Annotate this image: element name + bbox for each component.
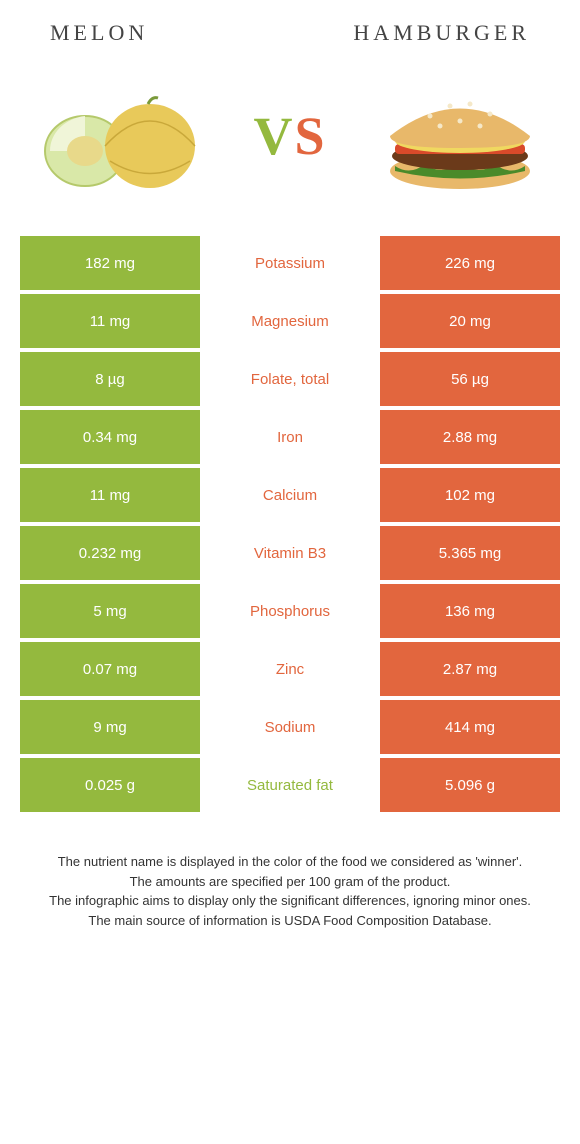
cell-right-value: 5.365 mg [380,526,560,580]
nutrient-table: 182 mgPotassium226 mg11 mgMagnesium20 mg… [20,236,560,812]
cell-nutrient-label: Saturated fat [200,758,380,812]
footer-line-4: The main source of information is USDA F… [30,911,550,931]
table-row: 5 mgPhosphorus136 mg [20,584,560,638]
footer-line-3: The infographic aims to display only the… [30,891,550,911]
title-left: MELON [50,20,148,46]
footer-line-1: The nutrient name is displayed in the co… [30,852,550,872]
table-row: 0.07 mgZinc2.87 mg [20,642,560,696]
cell-right-value: 2.88 mg [380,410,560,464]
vs-v: V [253,106,294,166]
vs-s: S [294,106,326,166]
hamburger-image [370,76,550,196]
cell-nutrient-label: Phosphorus [200,584,380,638]
cell-left-value: 0.025 g [20,758,200,812]
table-row: 9 mgSodium414 mg [20,700,560,754]
cell-nutrient-label: Vitamin B3 [200,526,380,580]
title-right: HAMBURGER [353,20,530,46]
cell-right-value: 136 mg [380,584,560,638]
cell-right-value: 5.096 g [380,758,560,812]
cell-right-value: 102 mg [380,468,560,522]
cell-left-value: 9 mg [20,700,200,754]
cell-left-value: 0.07 mg [20,642,200,696]
table-row: 11 mgMagnesium20 mg [20,294,560,348]
cell-nutrient-label: Magnesium [200,294,380,348]
table-row: 182 mgPotassium226 mg [20,236,560,290]
cell-left-value: 0.34 mg [20,410,200,464]
footer-notes: The nutrient name is displayed in the co… [0,812,580,950]
footer-line-2: The amounts are specified per 100 gram o… [30,872,550,892]
cell-right-value: 226 mg [380,236,560,290]
cell-nutrient-label: Folate, total [200,352,380,406]
vs-label: VS [253,105,326,167]
cell-nutrient-label: Calcium [200,468,380,522]
table-row: 0.34 mgIron2.88 mg [20,410,560,464]
cell-left-value: 11 mg [20,294,200,348]
cell-right-value: 414 mg [380,700,560,754]
cell-nutrient-label: Sodium [200,700,380,754]
cell-nutrient-label: Iron [200,410,380,464]
cell-right-value: 20 mg [380,294,560,348]
melon-image [30,76,210,196]
cell-left-value: 8 µg [20,352,200,406]
cell-right-value: 56 µg [380,352,560,406]
cell-left-value: 0.232 mg [20,526,200,580]
cell-left-value: 11 mg [20,468,200,522]
table-row: 11 mgCalcium102 mg [20,468,560,522]
table-row: 8 µgFolate, total56 µg [20,352,560,406]
cell-nutrient-label: Zinc [200,642,380,696]
cell-left-value: 182 mg [20,236,200,290]
table-row: 0.232 mgVitamin B35.365 mg [20,526,560,580]
cell-left-value: 5 mg [20,584,200,638]
table-row: 0.025 gSaturated fat5.096 g [20,758,560,812]
cell-right-value: 2.87 mg [380,642,560,696]
cell-nutrient-label: Potassium [200,236,380,290]
